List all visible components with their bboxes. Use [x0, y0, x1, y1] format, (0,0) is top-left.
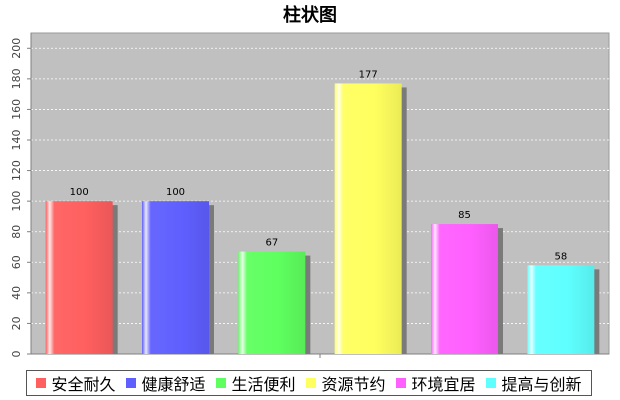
bar-chart: 0 20 40 60 80 100 120 140 160 180 200 100 100 67 177 8… — [10, 32, 610, 358]
bar — [45, 201, 113, 354]
y-axis: 0 20 40 60 80 100 120 140 160 180 200 — [10, 33, 32, 358]
legend-label: 生活便利 — [231, 375, 296, 394]
legend-swatch — [306, 378, 317, 388]
bar — [334, 83, 402, 354]
legend-swatch — [36, 378, 47, 388]
gridlines — [31, 47, 609, 324]
bar — [431, 224, 498, 354]
legend-label: 资源节约 — [321, 375, 386, 394]
chart-title: 柱状图 — [283, 5, 337, 26]
legend-item: 环境宜居 — [396, 371, 476, 395]
bar-value-label: 177 — [359, 69, 378, 80]
legend-item: 生活便利 — [216, 371, 296, 395]
bar-value-label: 100 — [166, 187, 185, 198]
bars — [45, 83, 600, 354]
y-tick-label: 80 — [10, 225, 23, 239]
bar — [527, 265, 595, 354]
legend-item: 健康舒适 — [126, 371, 206, 395]
legend-swatch — [486, 378, 497, 388]
x-axis — [31, 353, 609, 358]
y-tick-label: 200 — [10, 38, 23, 59]
legend-item: 资源节约 — [306, 371, 386, 395]
y-tick-label: 120 — [10, 160, 23, 181]
bar — [142, 201, 209, 354]
y-tick-label: 160 — [10, 99, 23, 120]
y-tick-label: 100 — [10, 191, 23, 212]
y-tick-label: 40 — [10, 286, 23, 300]
legend-label: 提高与创新 — [501, 375, 582, 394]
bar-value-label: 100 — [70, 187, 89, 198]
y-tick-label: 60 — [10, 255, 23, 269]
plot-area — [30, 32, 610, 355]
legend-swatch — [396, 378, 407, 388]
bar — [238, 251, 306, 354]
legend-swatch — [216, 378, 227, 388]
y-tick-label: 20 — [10, 316, 23, 330]
legend-item: 安全耐久 — [36, 371, 116, 395]
y-tick-label: 140 — [10, 130, 23, 151]
legend-label: 健康舒适 — [141, 375, 206, 394]
legend-label: 安全耐久 — [51, 375, 116, 394]
bar-value-label: 85 — [458, 210, 471, 221]
y-tick-label: 180 — [10, 68, 23, 89]
bar-value-label: 58 — [554, 251, 567, 262]
bar-value-label: 67 — [265, 238, 278, 249]
legend-label: 环境宜居 — [411, 375, 476, 394]
legend-swatch — [126, 378, 137, 388]
y-tick-label: 0 — [10, 351, 23, 358]
legend-item: 提高与创新 — [486, 371, 582, 395]
legend: 安全耐久 健康舒适 生活便利 资源节约 环境宜居 提高与创新 — [26, 370, 592, 396]
bar-value-labels: 100 100 67 177 85 58 — [70, 69, 568, 262]
